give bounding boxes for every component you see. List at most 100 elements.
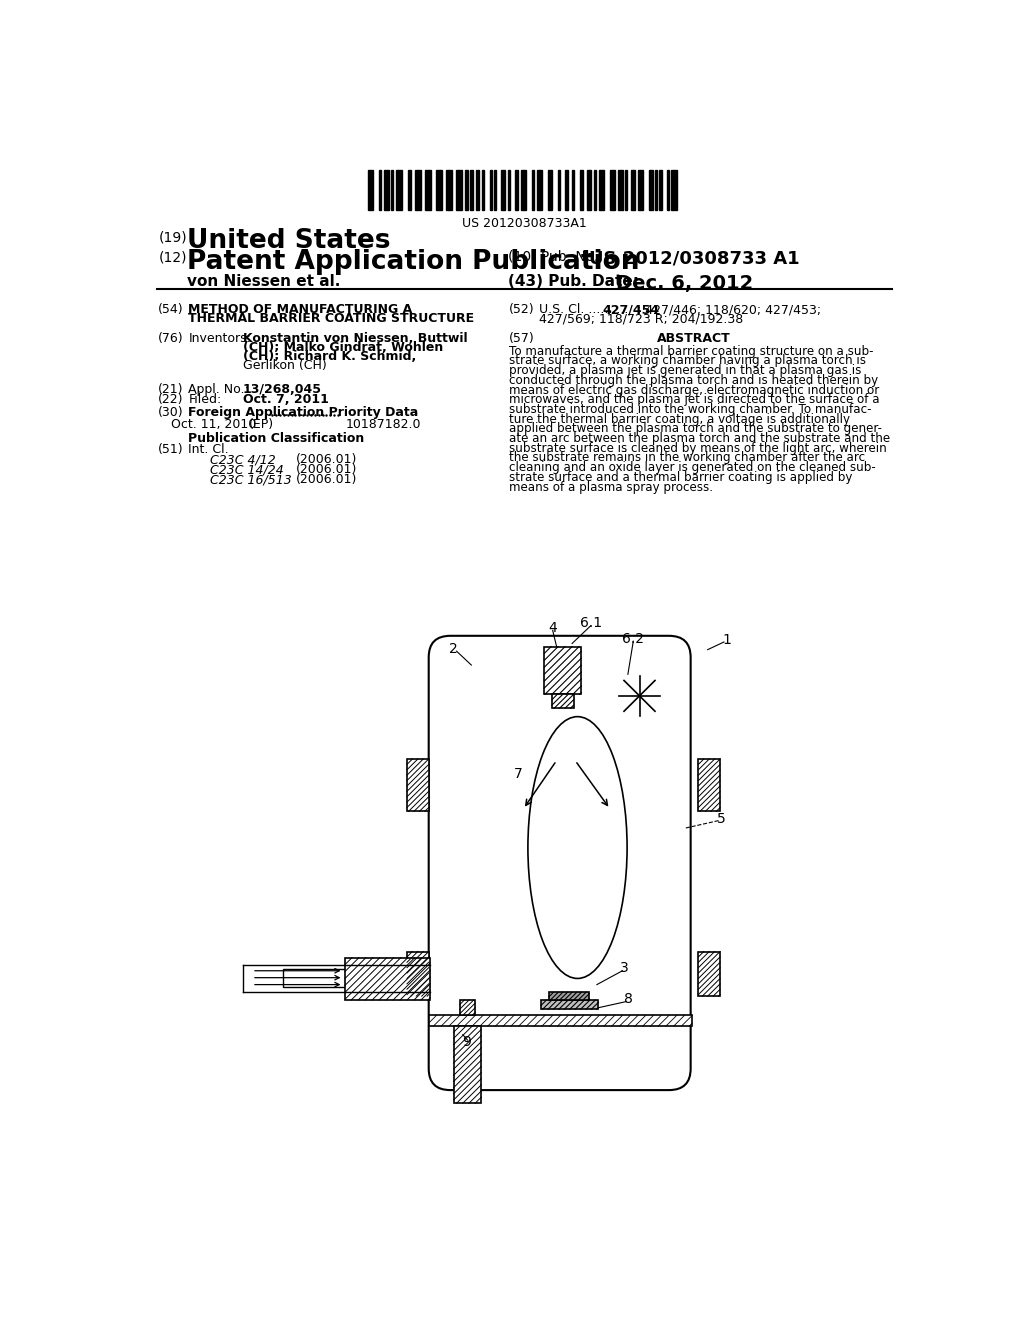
Bar <box>552 694 573 708</box>
Bar <box>475 170 478 210</box>
Bar <box>572 170 574 210</box>
Text: Inventors:: Inventors: <box>188 331 251 345</box>
Text: (12): (12) <box>159 251 187 265</box>
Bar <box>617 170 623 210</box>
Bar <box>672 170 677 210</box>
Bar <box>502 170 506 210</box>
Bar <box>345 958 430 1001</box>
Bar <box>648 170 652 210</box>
Text: 2: 2 <box>450 642 458 656</box>
Text: Gerlikon (CH): Gerlikon (CH) <box>243 359 327 372</box>
Bar <box>599 170 604 210</box>
Text: Foreign Application Priority Data: Foreign Application Priority Data <box>188 407 419 420</box>
Text: Patent Application Publication: Patent Application Publication <box>187 249 639 276</box>
Text: von Niessen et al.: von Niessen et al. <box>187 275 340 289</box>
Text: 427/569; 118/723 R; 204/192.38: 427/569; 118/723 R; 204/192.38 <box>539 313 743 326</box>
Text: Publication Classification: Publication Classification <box>188 432 365 445</box>
Text: 7: 7 <box>513 767 522 781</box>
Text: US 2012/0308733 A1: US 2012/0308733 A1 <box>589 249 800 267</box>
Text: 13/268,045: 13/268,045 <box>243 383 322 396</box>
Bar <box>283 969 429 987</box>
Text: substrate introduced into the working chamber. To manufac-: substrate introduced into the working ch… <box>509 403 871 416</box>
Text: ate an arc between the plasma torch and the substrate and the: ate an arc between the plasma torch and … <box>509 432 891 445</box>
Text: ture the thermal barrier coating, a voltage is additionally: ture the thermal barrier coating, a volt… <box>509 413 850 425</box>
Text: strate surface and a thermal barrier coating is applied by: strate surface and a thermal barrier coa… <box>509 471 853 484</box>
Text: (10) Pub. No.:: (10) Pub. No.: <box>508 249 603 263</box>
Bar <box>654 170 656 210</box>
Bar <box>548 170 552 210</box>
Bar <box>549 993 589 1001</box>
Text: (2006.01): (2006.01) <box>295 474 356 486</box>
Text: (51): (51) <box>158 444 183 457</box>
Text: (30): (30) <box>158 407 183 420</box>
Text: 3: 3 <box>621 961 629 975</box>
Text: the substrate remains in the working chamber after the arc: the substrate remains in the working cha… <box>509 451 865 465</box>
Text: strate surface, a working chamber having a plasma torch is: strate surface, a working chamber having… <box>509 355 866 367</box>
Bar <box>425 170 431 210</box>
Text: (54): (54) <box>158 304 183 317</box>
Bar <box>565 170 568 210</box>
Bar <box>429 1015 692 1026</box>
Text: Konstantin von Niessen, Buttwil: Konstantin von Niessen, Buttwil <box>243 331 467 345</box>
Text: applied between the plasma torch and the substrate to gener-: applied between the plasma torch and the… <box>509 422 883 436</box>
Text: means of a plasma spray process.: means of a plasma spray process. <box>509 480 714 494</box>
Text: 4: 4 <box>548 622 557 635</box>
Bar <box>558 170 560 210</box>
Text: 8: 8 <box>625 993 633 1006</box>
Bar <box>544 647 582 694</box>
Text: C23C 16/513: C23C 16/513 <box>210 474 292 486</box>
Text: 6.1: 6.1 <box>580 616 602 631</box>
Text: 1: 1 <box>723 632 731 647</box>
Text: provided, a plasma jet is generated in that a plasma gas is: provided, a plasma jet is generated in t… <box>509 364 861 378</box>
Text: (22): (22) <box>158 393 183 407</box>
Text: C23C 14/24: C23C 14/24 <box>210 463 284 477</box>
Bar <box>481 170 483 210</box>
Text: 6.2: 6.2 <box>623 632 644 645</box>
Bar <box>445 170 452 210</box>
Bar <box>379 170 381 210</box>
Text: Oct. 11, 2010: Oct. 11, 2010 <box>171 418 257 430</box>
Text: ; 427/446; 118/620; 427/453;: ; 427/446; 118/620; 427/453; <box>637 304 821 317</box>
Bar <box>436 170 441 210</box>
Text: 9: 9 <box>462 1035 471 1049</box>
Bar <box>668 170 670 210</box>
Text: (2006.01): (2006.01) <box>295 463 356 477</box>
Text: (CH); Richard K. Schmid,: (CH); Richard K. Schmid, <box>243 350 416 363</box>
Bar <box>460 1001 475 1015</box>
Text: Oct. 7, 2011: Oct. 7, 2011 <box>243 393 329 407</box>
Bar <box>384 170 389 210</box>
Bar <box>391 170 393 210</box>
Bar <box>470 170 473 210</box>
Text: conducted through the plasma torch and is heated therein by: conducted through the plasma torch and i… <box>509 374 879 387</box>
Text: microwaves, and the plasma jet is directed to the surface of a: microwaves, and the plasma jet is direct… <box>509 393 880 407</box>
Bar <box>508 170 510 210</box>
Bar <box>489 170 493 210</box>
Bar <box>407 759 429 812</box>
Text: 10187182.0: 10187182.0 <box>346 418 421 430</box>
Bar <box>415 170 421 210</box>
Text: (43) Pub. Date:: (43) Pub. Date: <box>508 275 639 289</box>
Bar <box>407 952 429 997</box>
Text: 5: 5 <box>717 812 726 826</box>
Text: U.S. Cl. ..........: U.S. Cl. .......... <box>539 304 628 317</box>
Bar <box>698 952 720 997</box>
Text: (76): (76) <box>158 331 183 345</box>
Bar <box>698 759 720 812</box>
Bar <box>594 170 596 210</box>
Bar <box>538 170 542 210</box>
Bar <box>541 1001 598 1010</box>
Text: ABSTRACT: ABSTRACT <box>656 331 731 345</box>
Bar <box>456 170 462 210</box>
Bar <box>408 170 411 210</box>
Text: THERMAL BARRIER COATING STRUCTURE: THERMAL BARRIER COATING STRUCTURE <box>188 313 474 326</box>
Bar <box>454 1026 481 1104</box>
Bar <box>396 170 402 210</box>
Text: substrate surface is cleaned by means of the light arc, wherein: substrate surface is cleaned by means of… <box>509 442 887 455</box>
Bar <box>465 170 468 210</box>
Text: US 20120308733A1: US 20120308733A1 <box>463 216 587 230</box>
Bar <box>369 170 373 210</box>
Text: (21): (21) <box>158 383 183 396</box>
Text: To manufacture a thermal barrier coating structure on a sub-: To manufacture a thermal barrier coating… <box>509 345 873 358</box>
Bar <box>631 170 635 210</box>
Bar <box>515 170 518 210</box>
